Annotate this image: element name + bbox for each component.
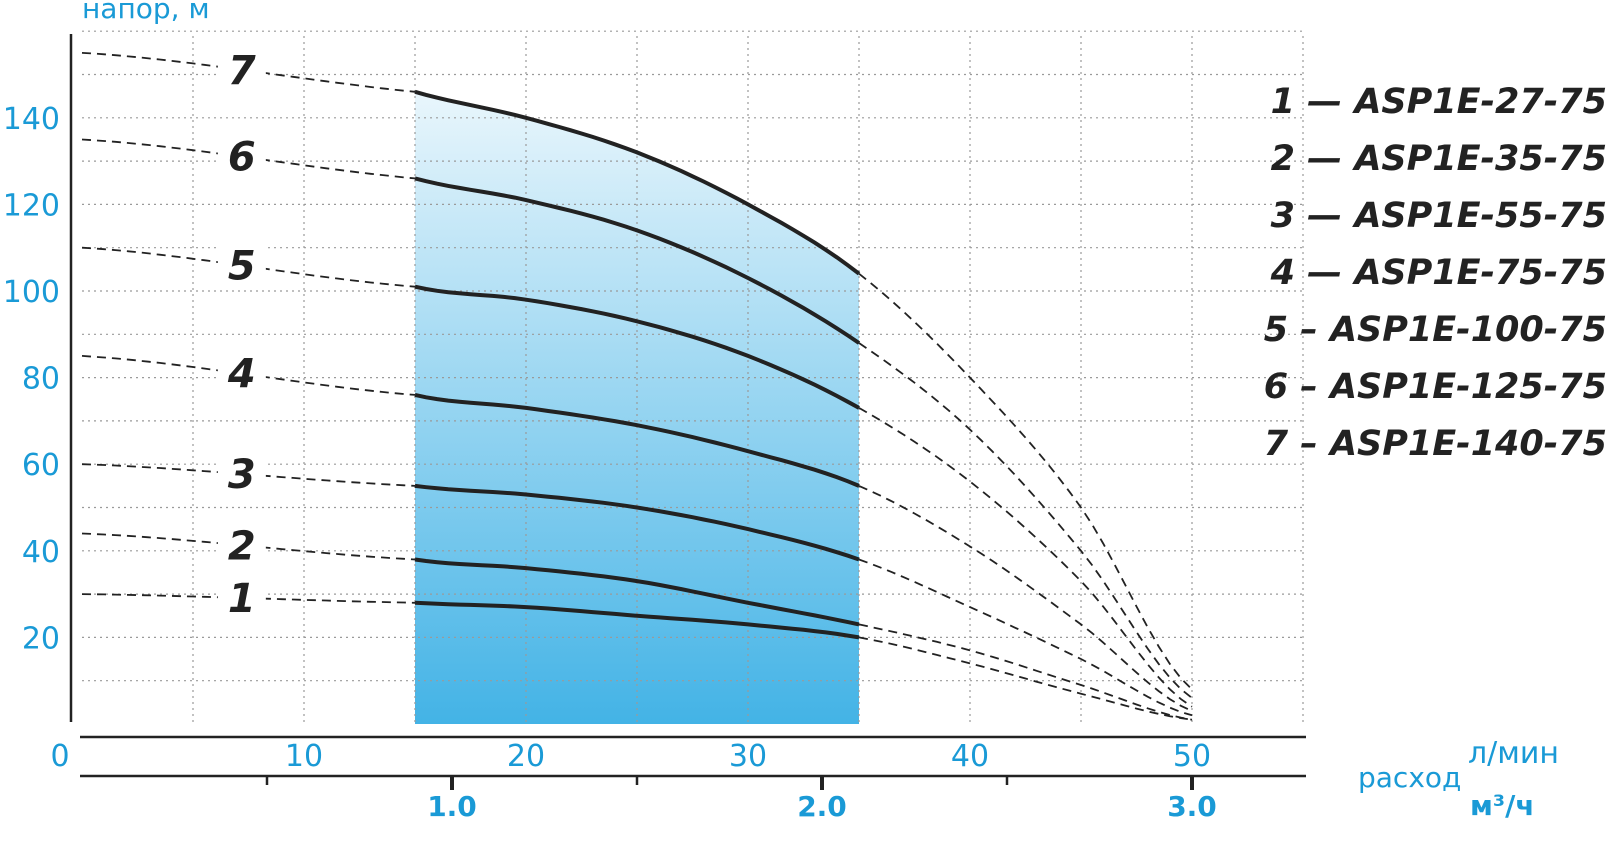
curve-label-bg <box>217 351 266 396</box>
curve-4-dashed-right <box>858 485 1193 712</box>
curve-label-bg <box>217 523 266 568</box>
curve-4-working <box>414 392 860 488</box>
legend-entry: 7 – ASP1E-140-75 <box>1264 424 1607 464</box>
curve-7-working <box>414 89 861 276</box>
y-axis-title: напор, м <box>82 0 210 25</box>
curve-label-bg <box>217 451 266 496</box>
curve-2-dashed-right <box>858 623 1193 721</box>
x-tick-label-m3h: 1.0 <box>427 790 477 823</box>
curve-3-dashed-right <box>858 558 1193 717</box>
curve-number-label: 2 <box>228 523 256 569</box>
legend-entry: 5 – ASP1E-100-75 <box>1264 310 1607 350</box>
y-tick-label: 140 <box>3 102 60 137</box>
y-tick-label: 60 <box>22 448 60 483</box>
curve-number-label: 6 <box>228 135 256 181</box>
curve-7-dashed-right <box>858 272 1193 691</box>
y-tick-label: 100 <box>3 275 60 310</box>
curve-label-bg <box>217 47 266 92</box>
legend-entry: 2 — ASP1E-35-75 <box>1271 139 1607 179</box>
y-tick-label: 40 <box>22 535 60 570</box>
curve-label-bg <box>217 243 266 288</box>
legend: 1 — ASP1E-27-75 2 — ASP1E-35-75 3 — ASP1… <box>1264 82 1607 464</box>
curve-3-working <box>414 483 860 562</box>
curve-number-label: 5 <box>228 243 256 289</box>
curve-label-bg <box>217 134 266 179</box>
x-tick-label: 20 <box>507 739 545 774</box>
curve-1-working <box>414 600 860 640</box>
curve-number-label: 1 <box>228 576 256 622</box>
y-tick-label: 120 <box>3 188 60 223</box>
x-tick-label: 50 <box>1173 739 1211 774</box>
legend-entry: 6 – ASP1E-125-75 <box>1264 367 1607 407</box>
x-tick-label-m3h: 2.0 <box>797 790 847 823</box>
legend-entry: 1 — ASP1E-27-75 <box>1271 82 1607 122</box>
x-unit-m3h: м³/ч <box>1470 789 1535 822</box>
curve-5-dashed-right <box>858 407 1193 708</box>
y-tick-label: 80 <box>22 362 60 397</box>
y-tick-label: 20 <box>22 621 60 656</box>
x-axis-title: расход <box>1358 761 1461 794</box>
curve-1-dashed-right <box>858 636 1193 721</box>
curve-number-label: 7 <box>228 48 256 94</box>
legend-entry: 3 — ASP1E-55-75 <box>1271 196 1607 236</box>
x-tick-label: 40 <box>951 739 989 774</box>
x-unit-lpm: л/мин <box>1468 736 1559 771</box>
curve-6-working <box>414 176 861 345</box>
curve-label-bg <box>217 575 266 620</box>
curve-5-working <box>414 284 860 410</box>
x-tick-label: 10 <box>285 739 323 774</box>
legend-entry: 4 — ASP1E-75-75 <box>1270 253 1607 293</box>
curve-6-dashed-right <box>858 342 1193 699</box>
curve-2-working <box>414 557 860 627</box>
x-tick-label: 30 <box>729 739 767 774</box>
x-tick-label-m3h: 3.0 <box>1167 790 1217 823</box>
curve-number-label: 4 <box>227 352 256 398</box>
x-tick-label: 0 <box>50 739 69 774</box>
curve-number-label: 3 <box>228 452 256 498</box>
